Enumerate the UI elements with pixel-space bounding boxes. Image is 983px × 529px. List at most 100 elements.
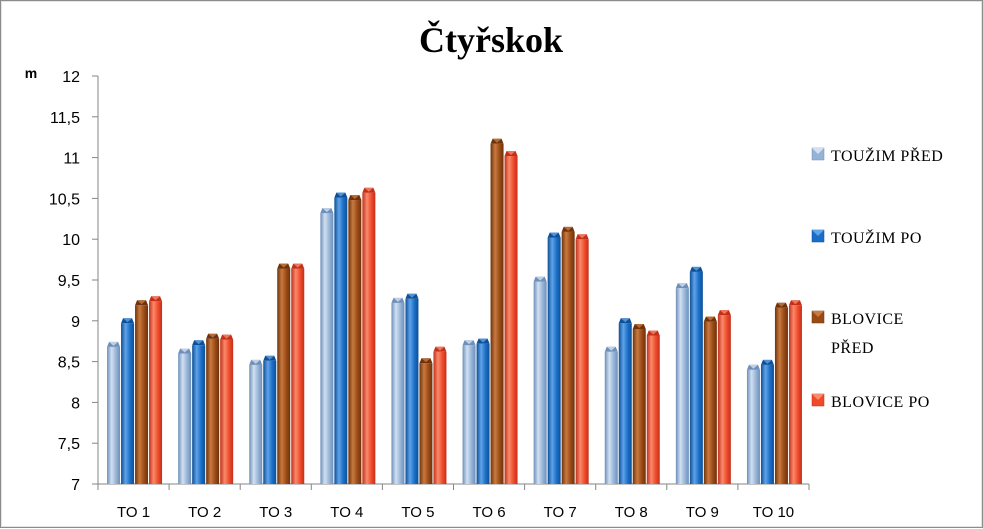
bar-body	[348, 200, 362, 485]
bar	[419, 358, 433, 484]
bar-body	[206, 338, 220, 484]
bar	[348, 195, 362, 485]
x-tick-label: TO 10	[753, 504, 794, 521]
bar-cap-highlight	[549, 232, 559, 237]
bar	[490, 138, 504, 484]
bar-body	[320, 213, 334, 484]
bar-body	[774, 307, 788, 484]
bar-body	[533, 281, 547, 484]
bar-cap-highlight	[222, 334, 232, 339]
bar	[604, 346, 618, 484]
bar	[746, 364, 760, 484]
bar-body	[476, 343, 490, 484]
bar-cap-highlight	[464, 340, 474, 345]
y-tick-label: 9	[71, 314, 80, 331]
bar	[618, 318, 632, 484]
bar-cap-highlight	[364, 187, 374, 192]
bar	[547, 232, 561, 484]
bar-cap-highlight	[194, 340, 204, 345]
legend-label: TOUŽIM PO	[831, 228, 922, 247]
bar-cap-highlight	[492, 138, 502, 143]
bar	[334, 192, 348, 485]
bar-cap-highlight	[293, 263, 303, 268]
bar	[206, 333, 220, 484]
bar-body	[263, 360, 277, 484]
bar-cap-highlight	[208, 333, 218, 338]
y-axis-unit-label: m	[25, 65, 37, 81]
legend-label: TOUŽIM PŘED	[831, 146, 943, 165]
bar-cap-highlight	[137, 300, 147, 305]
bar-cap-highlight	[350, 195, 360, 200]
bar	[476, 338, 490, 484]
bar	[703, 316, 717, 484]
bar-cap-highlight	[109, 341, 119, 346]
bar	[178, 348, 192, 484]
bar	[135, 300, 149, 484]
bar-body	[618, 323, 632, 484]
y-tick-label: 8,5	[58, 355, 80, 372]
bar	[646, 330, 660, 484]
bar	[263, 355, 277, 484]
bar-body	[192, 345, 206, 484]
bar-cap-highlight	[421, 358, 431, 363]
y-tick-label: 7	[71, 477, 80, 494]
bar-cap-highlight	[620, 318, 630, 323]
x-tick-label: TO 8	[615, 504, 648, 521]
chart-title: Čtyřskok	[419, 20, 563, 60]
bar	[220, 334, 234, 484]
legend-item: BLOVICE PO	[811, 393, 930, 411]
bar	[433, 346, 447, 484]
bar	[689, 266, 703, 484]
bar-body	[334, 197, 348, 485]
bar	[405, 293, 419, 484]
bar	[575, 234, 589, 484]
bar-body	[391, 302, 405, 484]
bar-cap-highlight	[705, 316, 715, 321]
bar-body	[419, 363, 433, 484]
bar-body	[604, 351, 618, 484]
bar-body	[575, 239, 589, 484]
legend-item: BLOVICE PŘED	[811, 310, 903, 357]
bar-body	[717, 315, 731, 484]
bar-cap-highlight	[506, 150, 516, 155]
bar-cap-highlight	[322, 208, 332, 213]
bar-body	[788, 305, 802, 484]
y-tick-label: 10	[62, 232, 80, 249]
y-tick-label: 11,5	[50, 110, 80, 127]
bar-cap-highlight	[336, 192, 346, 197]
bar	[362, 187, 376, 485]
bar-body	[249, 364, 263, 484]
bar-cap-highlight	[762, 359, 772, 364]
bar-body	[490, 143, 504, 484]
bar-cap-highlight	[748, 364, 758, 369]
legend-item: TOUŽIM PŘED	[811, 146, 943, 165]
bar-cap-highlight	[180, 348, 190, 353]
bar	[760, 359, 774, 484]
x-tick-label: TO 9	[686, 504, 719, 521]
bar-cap-highlight	[719, 310, 729, 315]
bar-body	[689, 271, 703, 484]
legend-swatch-highlight	[812, 148, 824, 154]
bar-cap-highlight	[776, 302, 786, 307]
bar-cap-highlight	[265, 355, 275, 360]
y-tick-label: 8	[71, 395, 80, 412]
bar-body	[433, 351, 447, 484]
bar-body	[277, 268, 291, 484]
bar-body	[703, 321, 717, 484]
bar	[291, 263, 305, 484]
y-tick-label: 11	[63, 151, 80, 168]
bar	[717, 310, 731, 484]
bar	[561, 226, 575, 484]
bar-cap-highlight	[478, 338, 488, 343]
legend-swatch-highlight	[812, 230, 824, 236]
bar	[391, 297, 405, 484]
legend-label: BLOVICE PO	[831, 394, 930, 411]
bar	[320, 208, 334, 484]
bar-cap-highlight	[577, 234, 587, 239]
bar	[533, 276, 547, 484]
bar-body	[291, 268, 305, 484]
bar	[121, 318, 135, 484]
